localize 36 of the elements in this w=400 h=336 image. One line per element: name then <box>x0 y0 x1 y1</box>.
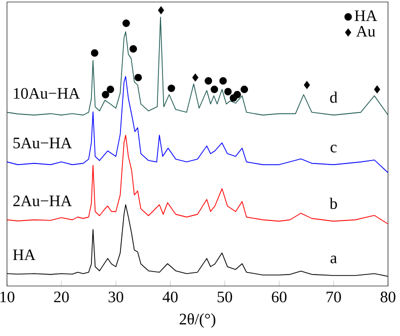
point <box>204 77 212 85</box>
point <box>130 45 137 53</box>
point <box>224 88 232 96</box>
x-tick-label: 10 <box>0 292 14 302</box>
point <box>219 77 227 85</box>
x-tick-label: 60 <box>272 292 286 302</box>
annotation: c <box>330 144 337 152</box>
point <box>192 74 198 82</box>
point <box>106 86 114 94</box>
point <box>374 85 380 94</box>
point <box>234 90 241 98</box>
x-tick-label: 30 <box>108 292 124 302</box>
annotation: d <box>330 92 338 103</box>
annotation: a <box>330 256 337 264</box>
x-tick-label: 80 <box>380 292 396 302</box>
series-label: 5Au−HA <box>13 138 72 148</box>
x-tick-label: 70 <box>326 292 341 302</box>
point <box>102 90 110 98</box>
x-tick-label: 40 <box>162 292 178 302</box>
x-tick-label: 50 <box>218 292 232 302</box>
point <box>168 84 176 92</box>
x-tick-label: 20 <box>54 292 69 302</box>
point <box>158 6 164 14</box>
annotation: b <box>330 198 337 209</box>
point <box>134 74 142 82</box>
point <box>122 20 130 27</box>
point <box>210 86 218 94</box>
point <box>90 49 98 57</box>
point <box>240 86 248 94</box>
series-label: 10Au−HA <box>14 88 80 99</box>
x-axis-title: 2θ/(°) <box>180 313 216 328</box>
point <box>304 81 310 89</box>
legend-label: Au <box>356 26 376 37</box>
legend-label: HA <box>354 10 378 21</box>
series-label: HA <box>13 250 36 260</box>
series-label: 2Au−HA <box>13 196 72 206</box>
